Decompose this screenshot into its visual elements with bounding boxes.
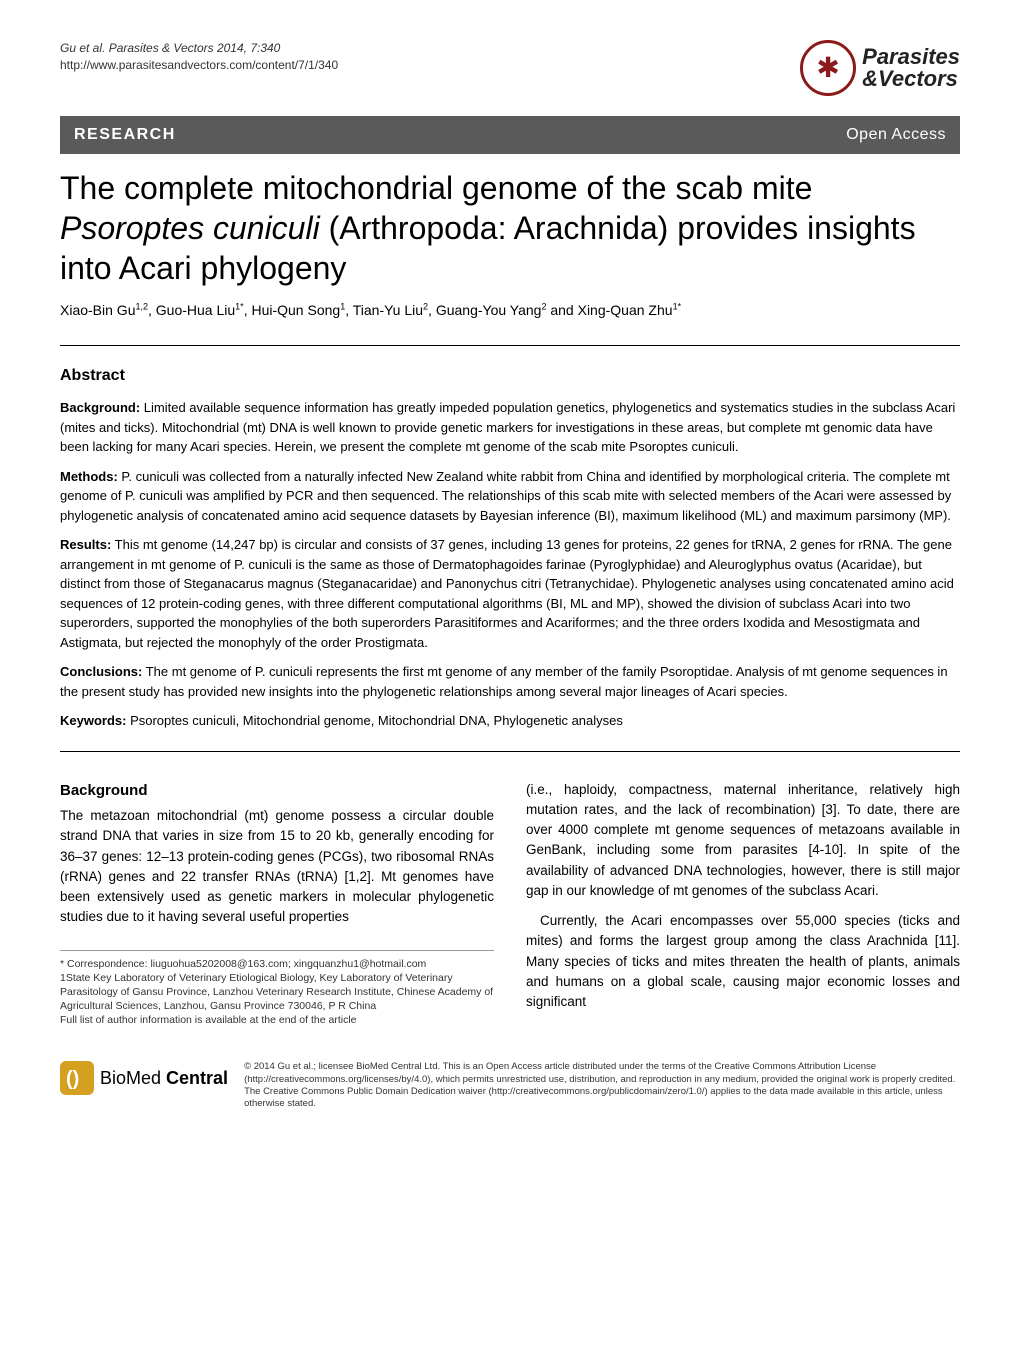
- citation-line1: Gu et al. Parasites & Vectors 2014, 7:34…: [60, 41, 280, 55]
- authors-line: Xiao-Bin Gu1,2, Guo-Hua Liu1*, Hui-Qun S…: [60, 300, 960, 321]
- left-body-text: The metazoan mitochondrial (mt) genome p…: [60, 806, 494, 928]
- header-row: Gu et al. Parasites & Vectors 2014, 7:34…: [60, 40, 960, 96]
- body-columns: Background The metazoan mitochondrial (m…: [60, 780, 960, 1028]
- abstract-conclusions: Conclusions: The mt genome of P. cunicul…: [60, 662, 960, 701]
- abstract-methods-label: Methods:: [60, 469, 118, 484]
- correspondence-affil: 1State Key Laboratory of Veterinary Etio…: [60, 971, 494, 1014]
- bmc-central: Central: [166, 1068, 228, 1088]
- citation-block: Gu et al. Parasites & Vectors 2014, 7:34…: [60, 40, 338, 74]
- journal-logo-text: Parasites &Vectors: [862, 46, 960, 90]
- abstract-results-text: This mt genome (14,247 bp) is circular a…: [60, 537, 954, 650]
- correspondence-fulllist: Full list of author information is avail…: [60, 1013, 494, 1027]
- correspondence-emails: * Correspondence: liuguohua5202008@163.c…: [60, 957, 494, 971]
- journal-logo: Parasites &Vectors: [800, 40, 960, 96]
- left-column: Background The metazoan mitochondrial (m…: [60, 780, 494, 1028]
- license-text: © 2014 Gu et al.; licensee BioMed Centra…: [244, 1061, 960, 1110]
- page-container: Gu et al. Parasites & Vectors 2014, 7:34…: [0, 0, 1020, 1141]
- abstract-methods: Methods: P. cuniculi was collected from …: [60, 467, 960, 526]
- journal-name-line2: &Vectors: [862, 68, 960, 90]
- research-bar: RESEARCH Open Access: [60, 116, 960, 154]
- abstract-results-label: Results:: [60, 537, 111, 552]
- abstract-background: Background: Limited available sequence i…: [60, 398, 960, 457]
- abstract-keywords-label: Keywords:: [60, 713, 126, 728]
- open-access-label: Open Access: [846, 123, 946, 147]
- right-body-text: (i.e., haploidy, compactness, maternal i…: [526, 780, 960, 1013]
- abstract-background-text: Limited available sequence information h…: [60, 400, 955, 454]
- right-p1: (i.e., haploidy, compactness, maternal i…: [526, 780, 960, 902]
- abstract-box: Abstract Background: Limited available s…: [60, 345, 960, 752]
- abstract-keywords: Keywords: Psoroptes cuniculi, Mitochondr…: [60, 711, 960, 731]
- abstract-conclusions-text: The mt genome of P. cuniculi represents …: [60, 664, 948, 699]
- bmc-logo: BioMed Central: [60, 1061, 228, 1095]
- right-p2: Currently, the Acari encompasses over 55…: [526, 911, 960, 1012]
- article-title: The complete mitochondrial genome of the…: [60, 168, 960, 288]
- journal-logo-icon: [800, 40, 856, 96]
- abstract-methods-text: P. cuniculi was collected from a natural…: [60, 469, 951, 523]
- bmc-text: BioMed Central: [100, 1065, 228, 1092]
- research-label: RESEARCH: [74, 123, 176, 147]
- bmc-icon: [60, 1061, 94, 1095]
- journal-name-line1: Parasites: [862, 46, 960, 68]
- abstract-background-label: Background:: [60, 400, 140, 415]
- abstract-results: Results: This mt genome (14,247 bp) is c…: [60, 535, 960, 652]
- left-p1: The metazoan mitochondrial (mt) genome p…: [60, 806, 494, 928]
- background-heading: Background: [60, 780, 494, 803]
- abstract-keywords-text: Psoroptes cuniculi, Mitochondrial genome…: [126, 713, 622, 728]
- abstract-heading: Abstract: [60, 364, 960, 388]
- abstract-conclusions-label: Conclusions:: [60, 664, 142, 679]
- citation-url: http://www.parasitesandvectors.com/conte…: [60, 57, 338, 74]
- title-part1: The complete mitochondrial genome of the…: [60, 170, 812, 206]
- right-column: (i.e., haploidy, compactness, maternal i…: [526, 780, 960, 1028]
- correspondence-block: * Correspondence: liuguohua5202008@163.c…: [60, 950, 494, 1028]
- title-species: Psoroptes cuniculi: [60, 210, 320, 246]
- footer: BioMed Central © 2014 Gu et al.; license…: [60, 1049, 960, 1110]
